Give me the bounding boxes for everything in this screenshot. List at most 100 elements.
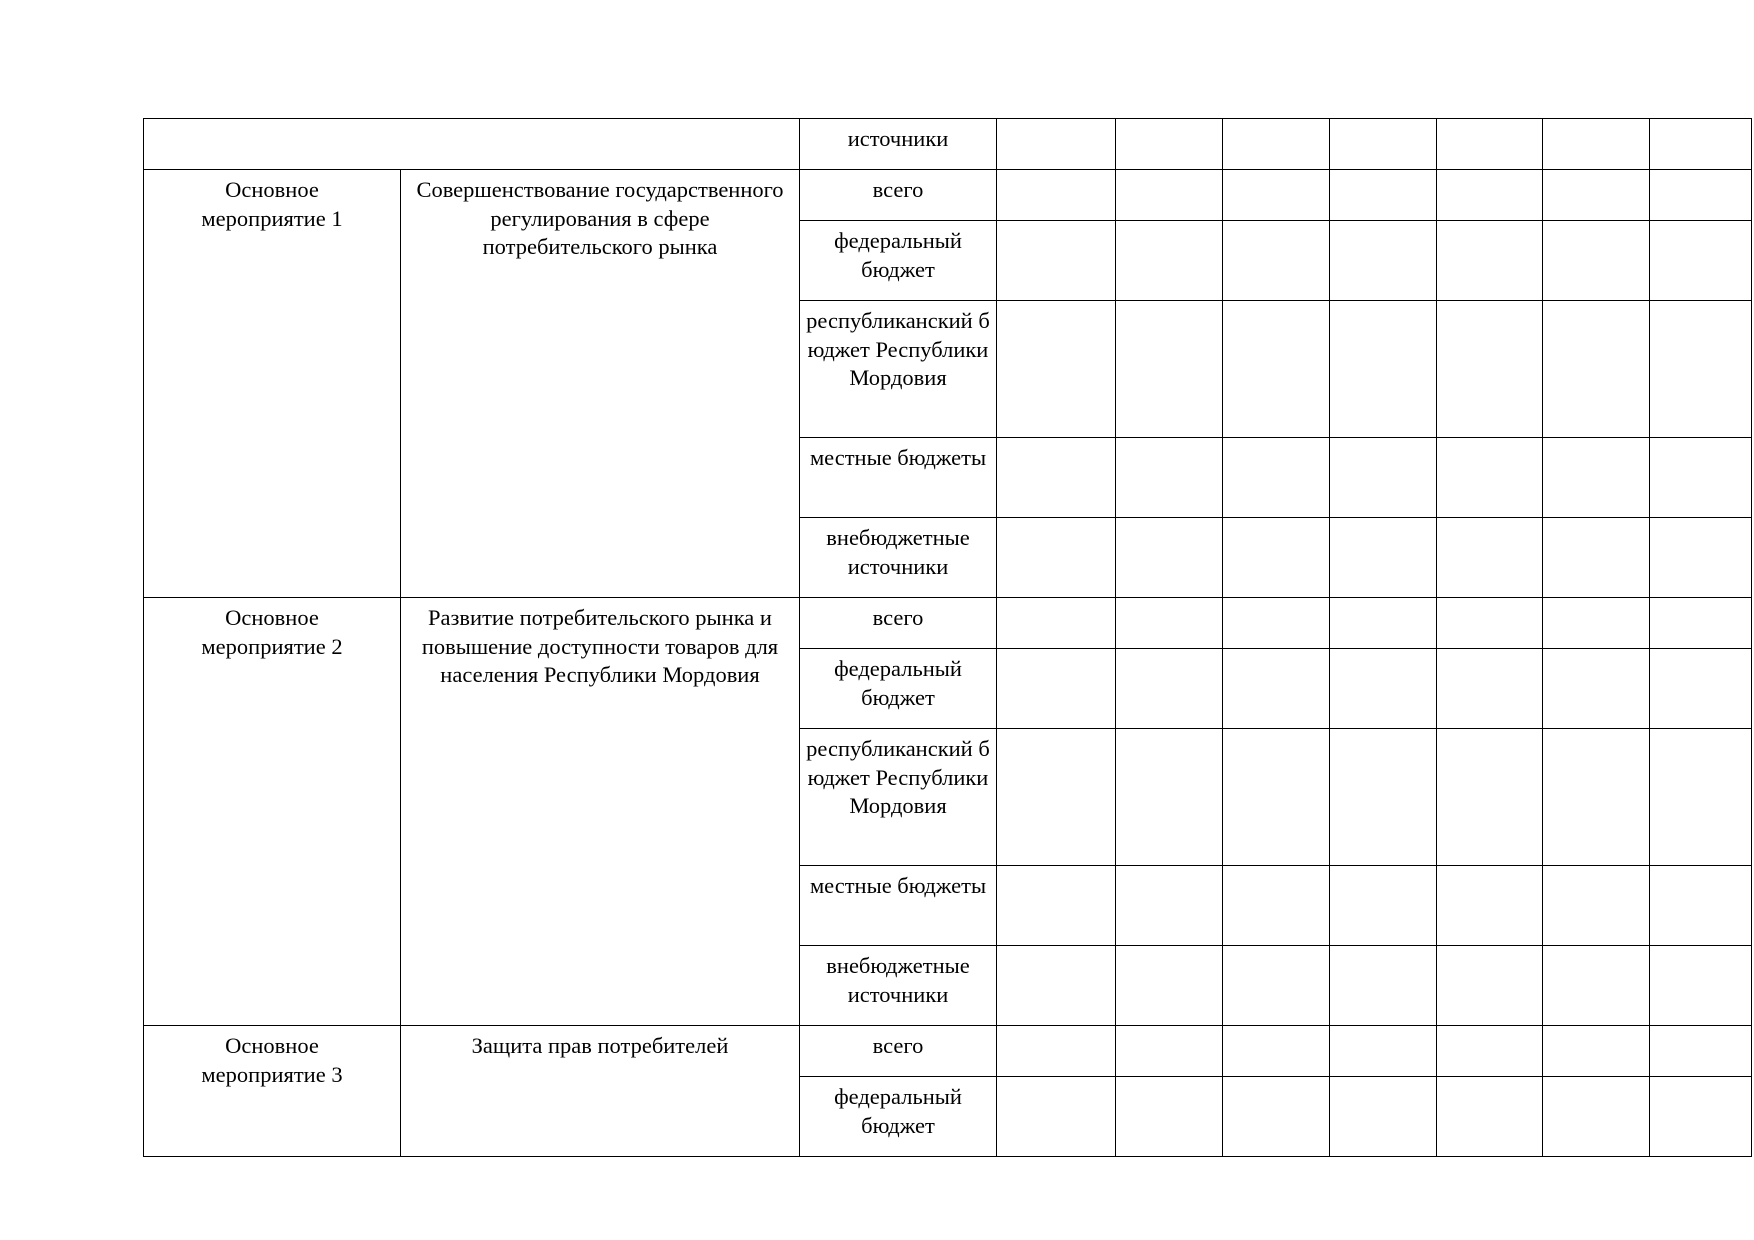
value-cell [1542,865,1650,946]
value-cell [1436,728,1543,866]
value-cell [1329,1076,1437,1157]
value-cell [1222,517,1330,598]
value-cell [1222,597,1330,649]
value-cell [1542,118,1650,170]
value-cell [996,945,1116,1026]
value-cell [1222,728,1330,866]
value-cell [1115,1076,1223,1157]
value-cell [1222,1076,1330,1157]
value-cell [1329,300,1437,438]
value-cell [1649,220,1752,301]
value-cell [1329,648,1437,729]
value-cell [1542,1076,1650,1157]
value-cell [1329,437,1437,518]
value-cell [1329,118,1437,170]
event-label: Основное мероприятие 3 [143,1025,401,1157]
value-cell [1649,118,1752,170]
value-cell [1542,945,1650,1026]
value-cell [1436,437,1543,518]
source-cell: внебюджетные источники [799,945,997,1026]
source-cell: федеральный бюджет [799,648,997,729]
value-cell [1436,1025,1543,1077]
event-title: Развитие потребительского рынка и повыше… [400,597,800,1026]
value-cell [996,437,1116,518]
value-cell [1329,220,1437,301]
value-cell [1649,728,1752,866]
value-cell [1649,437,1752,518]
value-cell [1115,648,1223,729]
table-row: Основное мероприятие 3 Защита прав потреб… [143,1025,1752,1157]
source-cell: всего [799,1025,997,1077]
event-title: Защита прав потребителей [400,1025,800,1157]
value-cell [996,1076,1116,1157]
value-cell [1329,865,1437,946]
table-row: республиканский бюджет Республики Мордов… [144,728,1752,866]
value-cell [996,517,1116,598]
value-cell [1115,437,1223,518]
value-cell [1222,169,1330,221]
value-cell [1115,118,1223,170]
value-cell [1542,169,1650,221]
value-cell [1222,437,1330,518]
value-cell [1436,865,1543,946]
value-cell [1115,517,1223,598]
value-cell [1436,597,1543,649]
source-cell: республиканский бюджет Республики Мордов… [799,300,997,438]
value-cell [1436,945,1543,1026]
value-cell [1329,1025,1437,1077]
value-cell [1436,517,1543,598]
value-cell [1222,220,1330,301]
value-cell [1436,169,1543,221]
value-cell [996,597,1116,649]
value-cell [996,300,1116,438]
value-cell [1542,220,1650,301]
value-cell [1115,865,1223,946]
value-cell [1649,1025,1752,1077]
value-cell [1542,437,1650,518]
value-cell [1649,517,1752,598]
value-cell [1222,300,1330,438]
table-row: федеральный бюджет [144,648,1752,729]
value-cell [996,648,1116,729]
value-cell [1115,300,1223,438]
source-cell: местные бюджеты [799,865,997,946]
table-row: республиканский бюджет Республики Мордов… [144,300,1752,438]
source-cell: федеральный бюджет [799,1076,997,1157]
value-cell [1649,597,1752,649]
source-cell: всего [799,169,997,221]
value-cell [1542,648,1650,729]
empty-cell [143,118,800,170]
value-cell [996,865,1116,946]
value-cell [996,169,1116,221]
table-row: Основное мероприятие 1 Совершенствование … [143,169,1752,598]
value-cell [1649,1076,1752,1157]
value-cell [1222,118,1330,170]
value-cell [1222,865,1330,946]
value-cell [1115,220,1223,301]
value-cell [1329,945,1437,1026]
value-cell [1649,169,1752,221]
table-row: федеральный бюджет [144,220,1752,301]
value-cell [1649,300,1752,438]
value-cell [1542,1025,1650,1077]
value-cell [1115,169,1223,221]
value-cell [1649,945,1752,1026]
value-cell [1222,945,1330,1026]
source-cell: республиканский бюджет Республики Мордов… [799,728,997,866]
value-cell [996,1025,1116,1077]
value-cell [1436,220,1543,301]
source-cell: федеральный бюджет [799,220,997,301]
value-cell [1329,597,1437,649]
source-cell: внебюджетные источники [799,517,997,598]
value-cell [1115,1025,1223,1077]
value-cell [1436,648,1543,729]
value-cell [996,220,1116,301]
table-row: источники [143,118,1752,170]
value-cell [1436,118,1543,170]
value-cell [1115,597,1223,649]
table-row: внебюджетные источники [144,945,1752,1026]
value-cell [1649,865,1752,946]
value-cell [1542,728,1650,866]
financing-table: источники Основное мероприятие 1 Совершенс… [143,118,1752,1157]
value-cell [1222,648,1330,729]
